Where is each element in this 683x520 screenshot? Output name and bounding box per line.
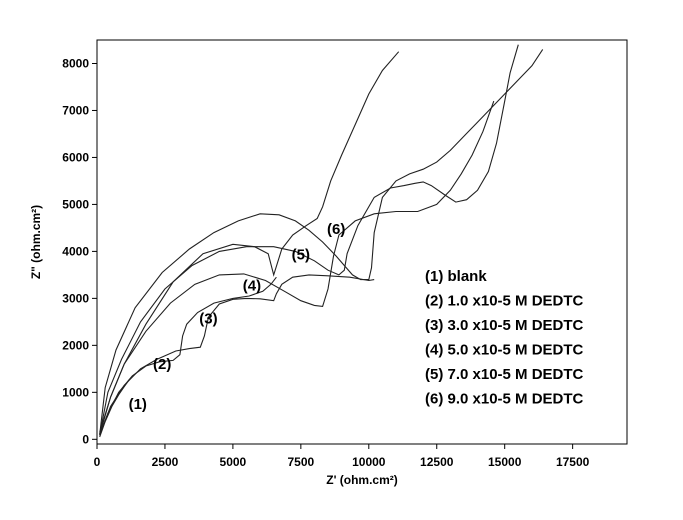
curve-label: (3) — [199, 311, 217, 328]
x-axis-label: Z' (ohm.cm²) — [326, 473, 398, 487]
y-tick-label: 0 — [82, 432, 89, 446]
legend-entry: (1) blank — [425, 268, 487, 285]
y-tick-label: 5000 — [62, 197, 89, 211]
y-tick-label: 7000 — [62, 103, 89, 117]
y-tick-label: 3000 — [62, 291, 89, 305]
x-tick-label: 2500 — [152, 455, 179, 469]
legend: (1) blank (2) 1.0 x10-5 M DEDTC (3) 3.0 x1… — [425, 268, 584, 408]
y-tick-label: 4000 — [62, 244, 89, 258]
series-line-2 — [99, 276, 277, 436]
curve-label: (6) — [327, 221, 345, 238]
y-tick-label: 1000 — [62, 385, 89, 399]
series-line-4 — [99, 100, 495, 435]
x-tick-label: 5000 — [220, 455, 247, 469]
axis-ticks: 0 2500 5000 7500 10000 12500 15000 17500 0 1000 20… — [62, 56, 589, 469]
x-tick-label: 17500 — [556, 455, 590, 469]
x-tick-label: 7500 — [287, 455, 314, 469]
legend-entry: (5) 7.0 x10-5 M DEDTC — [425, 366, 584, 383]
series-group — [99, 44, 544, 438]
series-line-3 — [99, 274, 375, 435]
curve-label: (5) — [292, 246, 310, 263]
series-line-5 — [99, 44, 519, 435]
x-tick-label: 10000 — [352, 455, 386, 469]
y-tick-label: 2000 — [62, 338, 89, 352]
y-tick-label: 8000 — [62, 56, 89, 70]
x-tick-label: 0 — [94, 455, 101, 469]
curve-labels: (1) (2) (3) (4) (5) (6) — [129, 221, 346, 413]
legend-entry: (6) 9.0 x10-5 M DEDTC — [425, 391, 584, 408]
series-line-6 — [99, 49, 544, 435]
plot-frame — [96, 39, 628, 445]
legend-entry: (4) 5.0 x10-5 M DEDTC — [425, 342, 584, 359]
x-tick-label: 15000 — [488, 455, 522, 469]
curve-label: (2) — [153, 356, 171, 373]
curve-label: (1) — [129, 396, 147, 413]
curve-label: (4) — [243, 277, 261, 294]
x-tick-label: 12500 — [420, 455, 454, 469]
legend-entry: (2) 1.0 x10-5 M DEDTC — [425, 293, 584, 310]
legend-entry: (3) 3.0 x10-5 M DEDTC — [425, 317, 584, 334]
y-axis-label: Z" (ohm.cm²) — [29, 205, 43, 279]
y-tick-label: 6000 — [62, 150, 89, 164]
series-line-7 — [99, 51, 400, 433]
